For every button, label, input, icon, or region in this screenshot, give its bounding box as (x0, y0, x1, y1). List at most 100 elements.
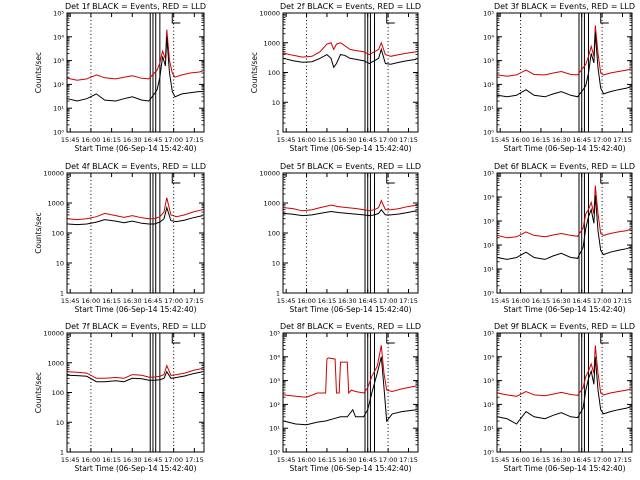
plot-frame (66, 12, 205, 133)
y-tick-label: 10¹ (483, 425, 494, 433)
plot-frame (282, 332, 419, 453)
series-line-red-lld (283, 41, 417, 58)
x-tick-label: 16:45 (572, 456, 591, 464)
x-tick-label: 16:15 (532, 297, 551, 305)
x-tick-label: 16:30 (123, 456, 142, 464)
y-tick-label: 10 (272, 99, 280, 107)
plot-frame (496, 12, 633, 133)
x-tick-label: 17:15 (399, 456, 418, 464)
chart-title: Det 1f BLACK = Events, RED = LLD (65, 2, 206, 11)
y-tick-label: 10000 (259, 170, 280, 178)
x-tick-label: 16:45 (572, 136, 591, 144)
plot-frame (496, 332, 633, 453)
interval-bracket (171, 173, 181, 184)
x-tick-label: 17:15 (399, 297, 418, 305)
y-tick-label: 1000 (47, 359, 64, 367)
x-tick-label: 16:15 (318, 136, 337, 144)
x-tick-label: 16:30 (123, 136, 142, 144)
x-tick-label: 17:15 (185, 297, 204, 305)
y-axis-label: Counts/sec (34, 52, 43, 93)
plot-frame (282, 172, 419, 294)
x-tick-label: 15:45 (491, 456, 510, 464)
y-tick-label: 10⁵ (483, 330, 494, 338)
y-tick-label: 10² (269, 401, 280, 409)
y-tick-label: 10⁵ (53, 10, 64, 18)
x-tick-label: 16:30 (552, 297, 571, 305)
x-axis-label: Start Time (06-Sep-14 15:42:40) (75, 464, 197, 473)
x-tick-label: 16:00 (297, 297, 316, 305)
y-tick-label: 1000 (263, 200, 280, 208)
y-tick-label: 100 (268, 69, 280, 77)
x-axis-label: Start Time (06-Sep-14 15:42:40) (504, 305, 626, 314)
y-tick-label: 10¹ (269, 425, 280, 433)
x-axis-label: Start Time (06-Sep-14 15:42:40) (504, 144, 626, 153)
series-line-black-events (283, 356, 417, 426)
series-line-black-events (497, 356, 631, 425)
y-tick-label: 10³ (53, 57, 64, 65)
y-tick-label: 10³ (269, 377, 280, 385)
x-tick-label: 17:00 (593, 136, 612, 144)
y-tick-label: 10⁴ (483, 33, 494, 41)
series-line-red-lld (497, 185, 631, 239)
y-tick-label: 10000 (259, 10, 280, 18)
series-line-black-events (283, 47, 417, 69)
x-tick-label: 16:30 (338, 297, 357, 305)
x-tick-label: 16:15 (318, 297, 337, 305)
interval-bracket (386, 13, 395, 24)
x-axis-label: Start Time (06-Sep-14 15:42:40) (290, 305, 412, 314)
y-axis-label: Counts/sec (250, 52, 259, 93)
x-tick-label: 16:00 (82, 297, 101, 305)
y-tick-label: 10² (483, 242, 494, 250)
x-tick-label: 15:45 (277, 456, 296, 464)
chart-title: Det 2f BLACK = Events, RED = LLD (280, 2, 421, 11)
chart-title: Det 7f BLACK = Events, RED = LLD (65, 322, 206, 331)
y-tick-label: 1000 (47, 200, 64, 208)
interval-bracket (600, 13, 609, 24)
x-tick-label: 17:00 (379, 136, 398, 144)
x-tick-label: 16:15 (102, 136, 121, 144)
x-tick-label: 16:45 (358, 456, 377, 464)
x-tick-label: 16:30 (552, 456, 571, 464)
x-tick-label: 16:45 (144, 456, 163, 464)
x-tick-label: 16:15 (532, 456, 551, 464)
y-tick-label: 10⁴ (269, 353, 280, 361)
y-tick-label: 10⁵ (483, 170, 494, 178)
x-tick-label: 17:00 (593, 297, 612, 305)
y-tick-label: 10¹ (483, 105, 494, 113)
y-tick-label: 10⁰ (483, 449, 494, 457)
x-tick-label: 15:45 (491, 136, 510, 144)
y-tick-label: 10⁴ (483, 353, 494, 361)
x-tick-label: 17:00 (593, 456, 612, 464)
y-tick-label: 1000 (263, 39, 280, 47)
x-tick-label: 16:30 (552, 136, 571, 144)
x-tick-label: 16:00 (511, 136, 530, 144)
x-tick-label: 16:15 (102, 297, 121, 305)
series-line-black-events (67, 36, 203, 102)
y-tick-label: 1 (60, 290, 64, 298)
x-axis-label: Start Time (06-Sep-14 15:42:40) (504, 464, 626, 473)
series-line-red-lld (283, 199, 417, 212)
interval-bracket (600, 173, 609, 184)
x-tick-label: 17:15 (185, 456, 204, 464)
x-tick-label: 16:00 (82, 456, 101, 464)
x-tick-label: 16:45 (358, 136, 377, 144)
y-tick-label: 100 (52, 230, 64, 238)
x-tick-label: 16:00 (511, 297, 530, 305)
series-line-red-lld (283, 345, 417, 398)
interval-bracket (386, 333, 395, 344)
x-tick-label: 17:15 (185, 136, 204, 144)
series-line-black-events (283, 208, 417, 217)
interval-bracket (171, 333, 181, 344)
x-tick-label: 16:15 (318, 456, 337, 464)
y-tick-label: 10⁴ (483, 194, 494, 202)
x-axis-label: Start Time (06-Sep-14 15:42:40) (75, 305, 197, 314)
y-tick-label: 10² (483, 401, 494, 409)
x-tick-label: 16:45 (144, 136, 163, 144)
x-tick-label: 16:30 (123, 297, 142, 305)
